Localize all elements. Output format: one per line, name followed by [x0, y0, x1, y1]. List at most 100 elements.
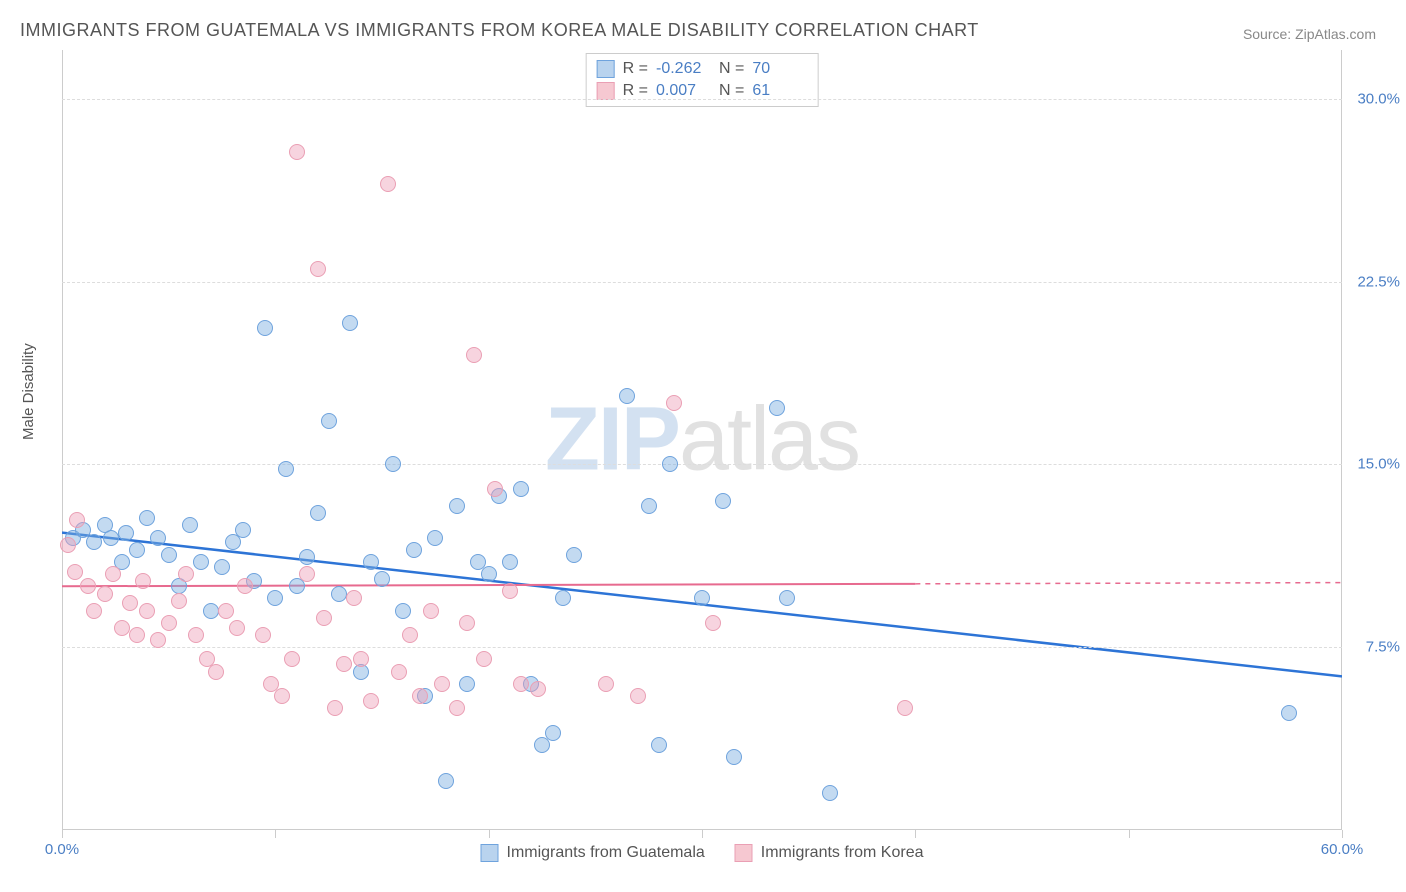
- data-point-korea: [423, 603, 439, 619]
- data-point-guatemala: [139, 510, 155, 526]
- data-point-korea: [229, 620, 245, 636]
- data-point-korea: [69, 512, 85, 528]
- series-legend: Immigrants from Guatemala Immigrants fro…: [481, 844, 924, 862]
- data-point-korea: [466, 347, 482, 363]
- data-point-guatemala: [214, 559, 230, 575]
- data-point-korea: [391, 664, 407, 680]
- data-point-guatemala: [502, 554, 518, 570]
- data-point-guatemala: [779, 590, 795, 606]
- data-point-guatemala: [103, 530, 119, 546]
- data-point-korea: [630, 688, 646, 704]
- stats-row: R = -0.262 N = 70: [597, 58, 808, 80]
- data-point-korea: [255, 627, 271, 643]
- y-axis-label: Male Disability: [20, 343, 37, 440]
- data-point-guatemala: [822, 785, 838, 801]
- data-point-guatemala: [449, 498, 465, 514]
- n-value: 70: [752, 60, 807, 78]
- data-point-korea: [449, 700, 465, 716]
- data-point-guatemala: [161, 547, 177, 563]
- source-attribution: Source: ZipAtlas.com: [1243, 26, 1376, 42]
- data-point-guatemala: [118, 525, 134, 541]
- data-point-korea: [434, 676, 450, 692]
- data-point-korea: [129, 627, 145, 643]
- data-point-guatemala: [406, 542, 422, 558]
- regression-line-dashed: [915, 583, 1342, 584]
- data-point-guatemala: [641, 498, 657, 514]
- data-point-guatemala: [1281, 705, 1297, 721]
- data-point-guatemala: [769, 400, 785, 416]
- n-value: 61: [752, 82, 807, 100]
- legend-swatch: [597, 60, 615, 78]
- data-point-guatemala: [299, 549, 315, 565]
- gridline: [62, 647, 1342, 648]
- data-point-guatemala: [321, 413, 337, 429]
- legend-swatch: [481, 844, 499, 862]
- data-point-korea: [188, 627, 204, 643]
- data-point-korea: [178, 566, 194, 582]
- data-point-guatemala: [342, 315, 358, 331]
- data-point-guatemala: [566, 547, 582, 563]
- watermark: ZIPatlas: [545, 389, 859, 492]
- data-point-guatemala: [182, 517, 198, 533]
- data-point-guatemala: [459, 676, 475, 692]
- data-point-korea: [218, 603, 234, 619]
- data-point-guatemala: [203, 603, 219, 619]
- scatter-chart: ZIPatlas R = -0.262 N = 70 R = 0.007 N =…: [62, 50, 1342, 830]
- data-point-guatemala: [726, 749, 742, 765]
- legend-label: Immigrants from Korea: [761, 844, 924, 862]
- n-label: N =: [719, 82, 744, 100]
- data-point-korea: [502, 583, 518, 599]
- data-point-korea: [284, 651, 300, 667]
- data-point-korea: [666, 395, 682, 411]
- data-point-guatemala: [267, 590, 283, 606]
- data-point-guatemala: [310, 505, 326, 521]
- y-tick-label: 22.5%: [1357, 273, 1400, 290]
- data-point-korea: [237, 578, 253, 594]
- data-point-korea: [402, 627, 418, 643]
- data-point-korea: [114, 620, 130, 636]
- gridline: [62, 282, 1342, 283]
- data-point-guatemala: [555, 590, 571, 606]
- data-point-guatemala: [150, 530, 166, 546]
- data-point-guatemala: [86, 534, 102, 550]
- data-point-korea: [289, 144, 305, 160]
- data-point-korea: [897, 700, 913, 716]
- x-tick: [702, 830, 703, 838]
- r-label: R =: [623, 82, 648, 100]
- data-point-guatemala: [129, 542, 145, 558]
- data-point-korea: [171, 593, 187, 609]
- data-point-korea: [86, 603, 102, 619]
- regression-line: [62, 584, 915, 586]
- data-point-korea: [363, 693, 379, 709]
- data-point-korea: [598, 676, 614, 692]
- legend-item: Immigrants from Korea: [735, 844, 924, 862]
- x-tick: [915, 830, 916, 838]
- data-point-guatemala: [481, 566, 497, 582]
- x-tick: [1342, 830, 1343, 838]
- data-point-korea: [67, 564, 83, 580]
- x-tick: [275, 830, 276, 838]
- legend-swatch: [735, 844, 753, 862]
- data-point-korea: [150, 632, 166, 648]
- r-value: -0.262: [656, 60, 711, 78]
- data-point-korea: [139, 603, 155, 619]
- watermark-zip: ZIP: [545, 390, 679, 490]
- data-point-guatemala: [363, 554, 379, 570]
- n-label: N =: [719, 60, 744, 78]
- data-point-korea: [208, 664, 224, 680]
- data-point-korea: [530, 681, 546, 697]
- data-point-guatemala: [619, 388, 635, 404]
- data-point-korea: [476, 651, 492, 667]
- gridline: [62, 464, 1342, 465]
- x-tick-label: 60.0%: [1321, 841, 1364, 858]
- y-tick-label: 15.0%: [1357, 456, 1400, 473]
- data-point-korea: [97, 586, 113, 602]
- data-point-korea: [705, 615, 721, 631]
- data-point-korea: [60, 537, 76, 553]
- data-point-guatemala: [513, 481, 529, 497]
- data-point-korea: [80, 578, 96, 594]
- data-point-guatemala: [374, 571, 390, 587]
- y-axis-line: [62, 50, 63, 830]
- data-point-guatemala: [385, 456, 401, 472]
- data-point-guatemala: [235, 522, 251, 538]
